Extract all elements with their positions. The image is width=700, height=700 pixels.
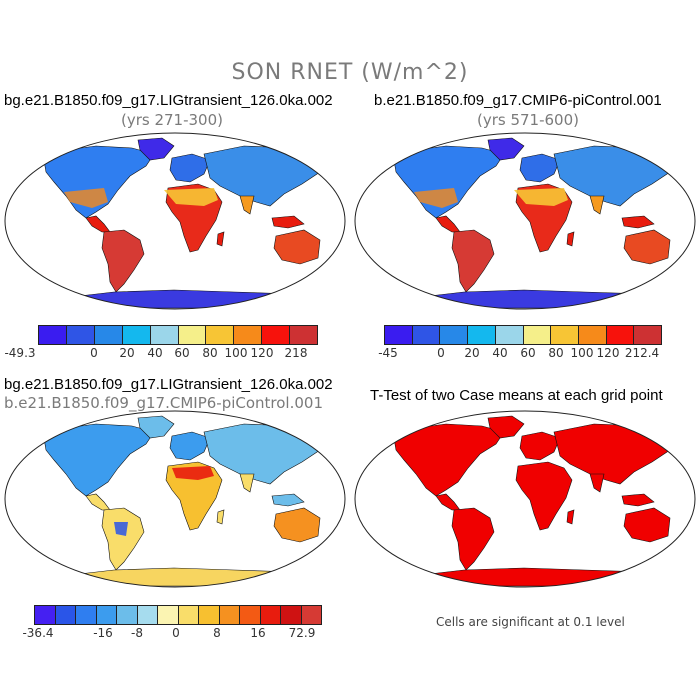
panel1-colorbar-labels: -49.3 0 20 40 60 80 100 120 218 xyxy=(0,346,350,362)
colorbar-swatch xyxy=(606,326,635,344)
panel4-title: T-Test of two Case means at each grid po… xyxy=(370,387,663,404)
colorbar-tick-label: 100 xyxy=(224,346,248,360)
panel4-map xyxy=(354,410,696,588)
colorbar-swatch xyxy=(206,326,235,344)
colorbar-swatch xyxy=(240,606,261,624)
colorbar-tick-label: 16 xyxy=(250,626,266,640)
colorbar-swatch xyxy=(55,606,76,624)
panel3-colorbar-labels: -36.4 -16 -8 0 8 16 72.9 xyxy=(0,626,350,642)
colorbar-swatch xyxy=(385,326,413,344)
colorbar-tick-label: 120 xyxy=(596,346,620,360)
colorbar-swatch xyxy=(178,326,207,344)
colorbar-tick-label: 72.9 xyxy=(288,626,316,640)
colorbar-swatch xyxy=(634,326,662,344)
colorbar-tick-label: 8 xyxy=(213,626,221,640)
figure-title: SON RNET (W/m^2) xyxy=(231,60,469,85)
colorbar-swatch xyxy=(578,326,607,344)
colorbar-tick-label: 0 xyxy=(172,626,180,640)
colorbar-swatch xyxy=(122,326,151,344)
colorbar-tick-label: 0 xyxy=(90,346,98,360)
colorbar-tick-label: 0 xyxy=(437,346,445,360)
colorbar-swatch xyxy=(94,326,123,344)
colorbar-swatch xyxy=(39,326,67,344)
colorbar-tick-label: -36.4 xyxy=(22,626,54,640)
panel2-colorbar-labels: -45 0 20 40 60 80 100 120 212.4 xyxy=(0,346,700,362)
colorbar-swatch xyxy=(262,326,291,344)
panel3-case-name-2: b.e21.B1850.f09_g17.CMIP6-piControl.001 xyxy=(4,394,323,412)
colorbar-swatch xyxy=(440,326,469,344)
colorbar-swatch xyxy=(35,606,56,624)
panel1-case-name: bg.e21.B1850.f09_g17.LIGtransient_126.0k… xyxy=(4,92,333,109)
panel3-colorbar xyxy=(34,605,322,625)
colorbar-tick-label: 100 xyxy=(570,346,594,360)
colorbar-swatch xyxy=(495,326,524,344)
colorbar-tick-label: 40 xyxy=(147,346,163,360)
panel1-colorbar xyxy=(38,325,318,345)
colorbar-tick-label: 218 xyxy=(284,346,308,360)
colorbar-swatch xyxy=(234,326,263,344)
colorbar-swatch xyxy=(290,326,318,344)
colorbar-swatch xyxy=(281,606,302,624)
colorbar-swatch xyxy=(150,326,179,344)
colorbar-swatch xyxy=(199,606,220,624)
colorbar-tick-label: 60 xyxy=(520,346,536,360)
panel2-map xyxy=(354,132,696,310)
colorbar-tick-label: -45 xyxy=(378,346,398,360)
panel3-case-name: bg.e21.B1850.f09_g17.LIGtransient_126.0k… xyxy=(4,376,333,393)
colorbar-tick-label: -16 xyxy=(93,626,113,640)
colorbar-swatch xyxy=(117,606,138,624)
colorbar-tick-label: 212.4 xyxy=(624,346,660,360)
panel3-map xyxy=(4,410,346,588)
colorbar-swatch xyxy=(219,606,240,624)
panel2-years: (yrs 571-600) xyxy=(476,111,579,129)
colorbar-tick-label: 40 xyxy=(492,346,508,360)
panel2-case-name: b.e21.B1850.f09_g17.CMIP6-piControl.001 xyxy=(374,92,662,109)
colorbar-swatch xyxy=(76,606,97,624)
colorbar-swatch xyxy=(301,606,321,624)
colorbar-tick-label: -49.3 xyxy=(4,346,36,360)
colorbar-swatch xyxy=(96,606,117,624)
colorbar-swatch xyxy=(412,326,441,344)
panel1-years: (yrs 271-300) xyxy=(120,111,223,129)
colorbar-tick-label: 20 xyxy=(464,346,480,360)
colorbar-tick-label: -8 xyxy=(131,626,143,640)
colorbar-swatch xyxy=(66,326,95,344)
colorbar-swatch xyxy=(260,606,281,624)
colorbar-tick-label: 120 xyxy=(250,346,274,360)
colorbar-swatch xyxy=(137,606,158,624)
colorbar-swatch xyxy=(158,606,179,624)
colorbar-swatch xyxy=(178,606,199,624)
colorbar-swatch xyxy=(551,326,579,344)
colorbar-tick-label: 60 xyxy=(174,346,190,360)
colorbar-tick-label: 20 xyxy=(119,346,135,360)
colorbar-swatch xyxy=(468,326,496,344)
panel1-map xyxy=(4,132,346,310)
panel4-significance-note: Cells are significant at 0.1 level xyxy=(436,615,625,629)
colorbar-swatch xyxy=(523,326,552,344)
panel2-colorbar xyxy=(384,325,662,345)
colorbar-tick-label: 80 xyxy=(548,346,564,360)
colorbar-tick-label: 80 xyxy=(202,346,218,360)
